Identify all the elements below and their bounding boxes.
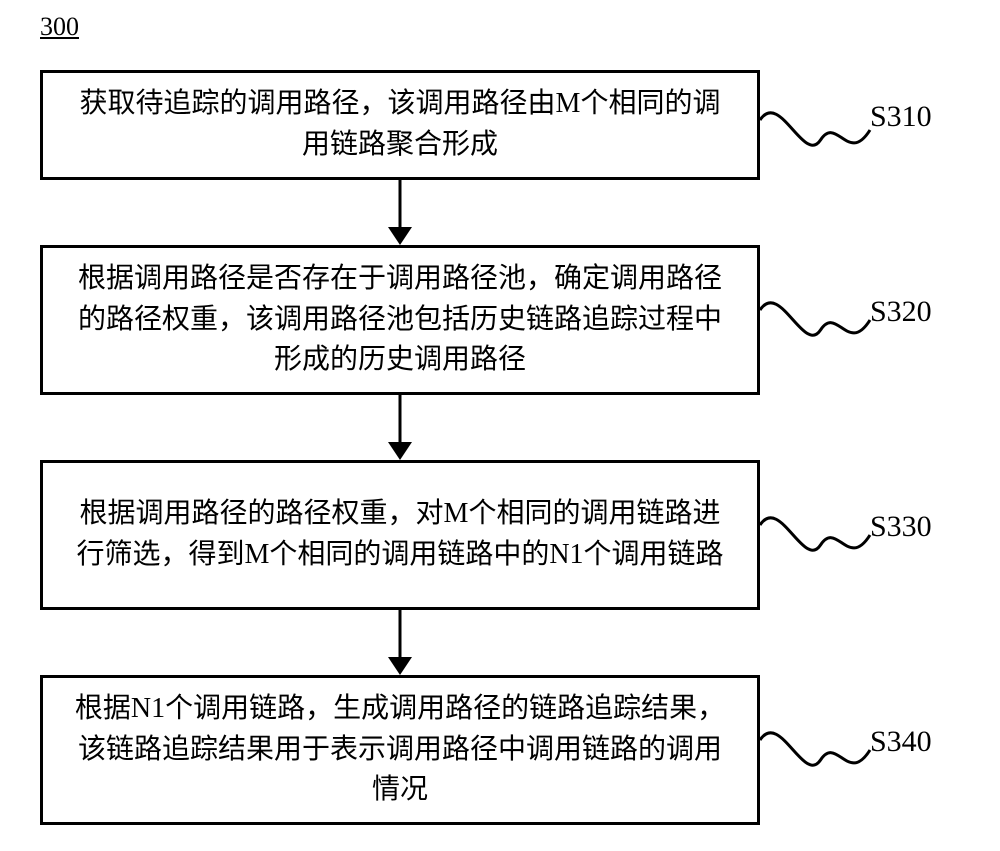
connector-s330 [760,515,870,585]
step-box-s340: 根据N1个调用链路，生成调用路径的链路追踪结果，该链路追踪结果用于表示调用路径中… [40,675,760,825]
step-label-s330: S330 [870,510,932,544]
step-text: 根据N1个调用链路，生成调用路径的链路追踪结果，该链路追踪结果用于表示调用路径中… [73,689,727,811]
step-text: 根据调用路径的路径权重，对M个相同的调用链路进行筛选，得到M个相同的调用链路中的… [73,494,727,575]
arrow-s330-to-s340 [388,610,412,675]
arrow-s320-to-s330 [388,395,412,460]
connector-s340 [760,730,870,800]
connector-s310 [760,110,870,180]
step-label-s320: S320 [870,295,932,329]
step-label-s310: S310 [870,100,932,134]
arrow-s310-to-s320 [388,180,412,245]
flowchart-canvas: 300 获取待追踪的调用路径，该调用路径由M个相同的调用链路聚合形成 根据调用路… [0,0,1000,851]
connector-s320 [760,300,870,370]
step-text: 获取待追踪的调用路径，该调用路径由M个相同的调用链路聚合形成 [73,84,727,165]
step-box-s330: 根据调用路径的路径权重，对M个相同的调用链路进行筛选，得到M个相同的调用链路中的… [40,460,760,610]
step-box-s320: 根据调用路径是否存在于调用路径池，确定调用路径的路径权重，该调用路径池包括历史链… [40,245,760,395]
step-box-s310: 获取待追踪的调用路径，该调用路径由M个相同的调用链路聚合形成 [40,70,760,180]
step-text: 根据调用路径是否存在于调用路径池，确定调用路径的路径权重，该调用路径池包括历史链… [73,259,727,381]
step-label-s340: S340 [870,725,932,759]
figure-reference-number: 300 [40,12,79,42]
